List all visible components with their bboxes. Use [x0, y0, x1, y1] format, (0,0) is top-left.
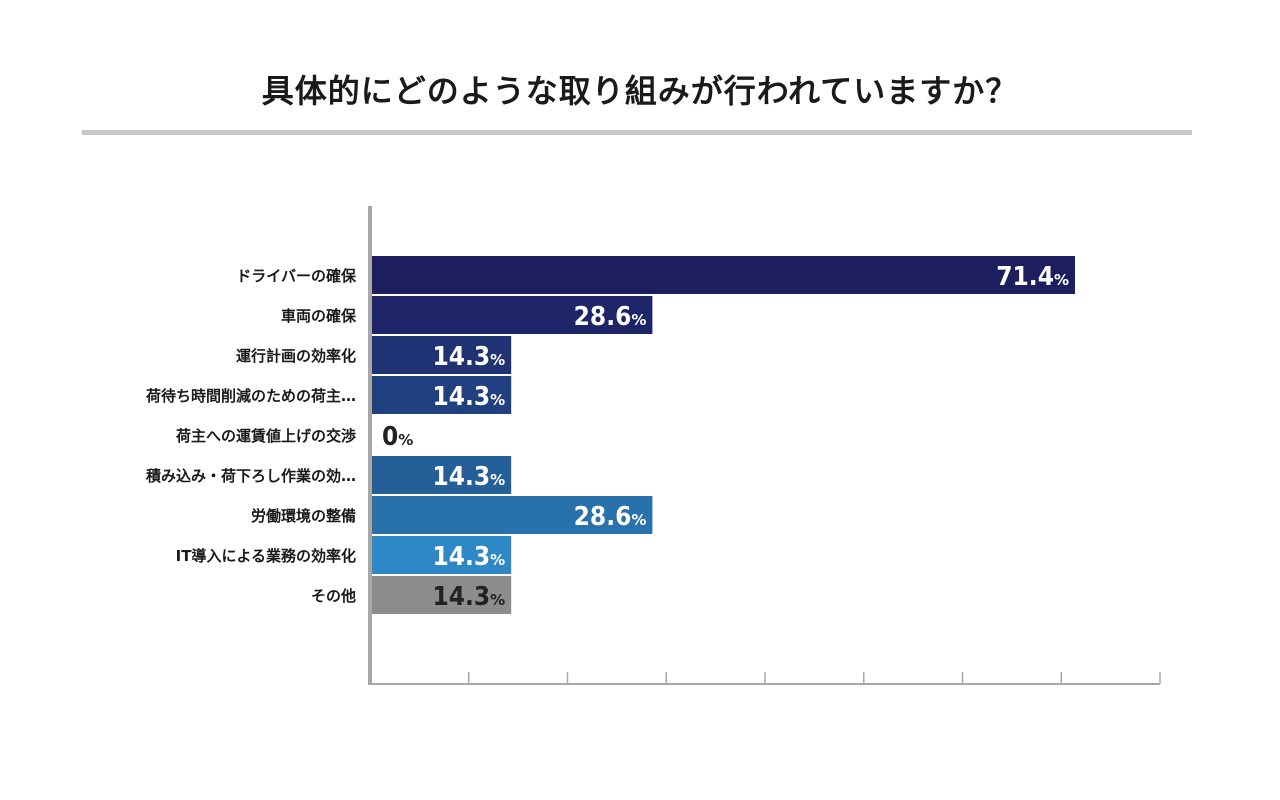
bar: [372, 536, 512, 574]
bar: [372, 456, 512, 494]
data-label: 14.3%: [432, 542, 505, 572]
bar: [372, 296, 653, 334]
category-label: ドライバーの確保: [236, 267, 357, 285]
category-label: 運行計画の効率化: [236, 347, 356, 365]
data-label: 14.3%: [432, 342, 505, 372]
bar: [372, 496, 653, 534]
data-label: 14.3%: [432, 582, 505, 612]
category-label: IT導入による業務の効率化: [176, 547, 356, 565]
category-label: 荷主への運賃値上げの交渉: [176, 427, 356, 445]
title-divider: [82, 130, 1192, 135]
category-label: 積み込み・荷下ろし作業の効…: [145, 467, 356, 485]
category-label: その他: [311, 587, 356, 605]
bar: [372, 576, 512, 614]
bar: [372, 376, 512, 414]
data-label: 28.6%: [574, 302, 647, 332]
data-label: 0%: [382, 422, 413, 452]
category-label: 労働環境の整備: [251, 507, 356, 525]
bar: [372, 256, 1075, 294]
data-label: 71.4%: [996, 262, 1069, 292]
data-label: 14.3%: [432, 382, 505, 412]
category-label: 車両の確保: [281, 307, 357, 325]
data-label: 14.3%: [432, 462, 505, 492]
category-label: 荷待ち時間削減のための荷主…: [146, 387, 356, 405]
page-title: 具体的にどのような取り組みが行われていますか？: [261, 72, 1019, 110]
bar: [372, 336, 512, 374]
data-label: 28.6%: [574, 502, 647, 532]
